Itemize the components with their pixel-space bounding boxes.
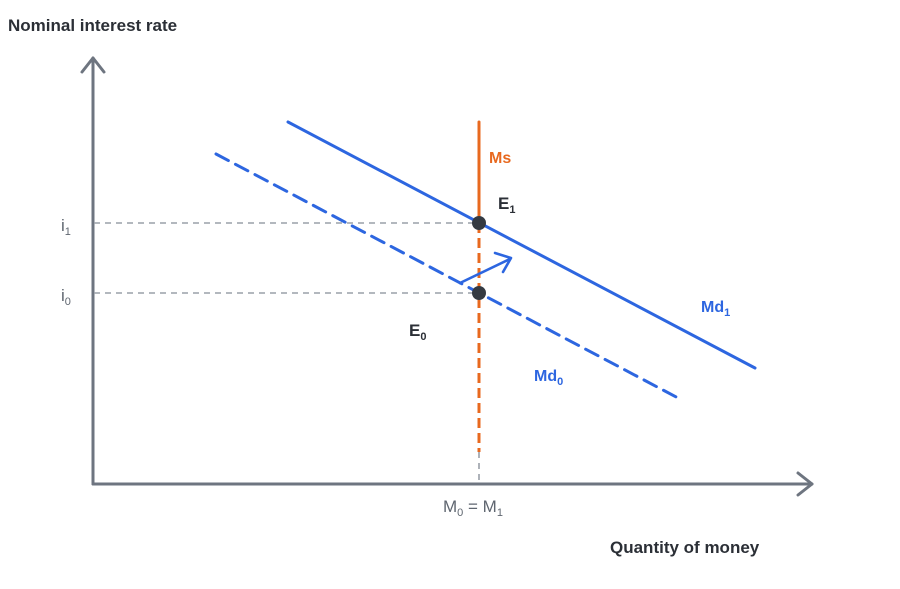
x-axis-title: Quantity of money bbox=[610, 538, 760, 557]
e1-label: E1 bbox=[498, 194, 515, 216]
tick-i0-sub: 0 bbox=[65, 296, 71, 308]
ms-label: Ms bbox=[489, 150, 511, 167]
x-axis-arrowhead bbox=[796, 471, 814, 497]
e1-sub: 1 bbox=[509, 204, 515, 216]
md1-sub: 1 bbox=[724, 307, 730, 319]
md0-curve bbox=[214, 152, 682, 401]
md1-curve bbox=[286, 120, 757, 370]
tick-i0-base: i bbox=[61, 286, 65, 305]
e0-point bbox=[472, 286, 486, 300]
y-axis-arrowhead bbox=[80, 56, 106, 74]
tick-m1-sub: 1 bbox=[497, 507, 503, 519]
guide-lines bbox=[94, 222, 480, 484]
tick-m0-sub: 0 bbox=[457, 507, 463, 519]
axes bbox=[80, 56, 814, 497]
md0-label: Md0 bbox=[534, 368, 563, 388]
tick-i1-sub: 1 bbox=[65, 226, 71, 238]
md0-sub: 0 bbox=[557, 376, 563, 388]
e1-base: E bbox=[498, 194, 509, 213]
e0-base: E bbox=[409, 321, 420, 340]
tick-label-m: M0 = M1 bbox=[443, 497, 503, 519]
y-axis-title: Nominal interest rate bbox=[8, 16, 177, 35]
shift-arrow-icon bbox=[458, 251, 513, 285]
e1-point bbox=[472, 216, 486, 230]
tick-label-i0: i0 bbox=[61, 286, 71, 308]
tick-label-i1: i1 bbox=[61, 216, 71, 238]
md0-base: Md bbox=[534, 368, 557, 385]
tick-i1-base: i bbox=[61, 216, 65, 235]
e0-sub: 0 bbox=[420, 331, 426, 343]
tick-m0-base: M bbox=[443, 497, 457, 516]
md1-base: Md bbox=[701, 299, 724, 316]
md1-label: Md1 bbox=[701, 299, 730, 319]
tick-m1-base: M bbox=[483, 497, 497, 516]
tick-m-equals: = bbox=[463, 497, 482, 516]
e0-label: E0 bbox=[409, 321, 426, 343]
